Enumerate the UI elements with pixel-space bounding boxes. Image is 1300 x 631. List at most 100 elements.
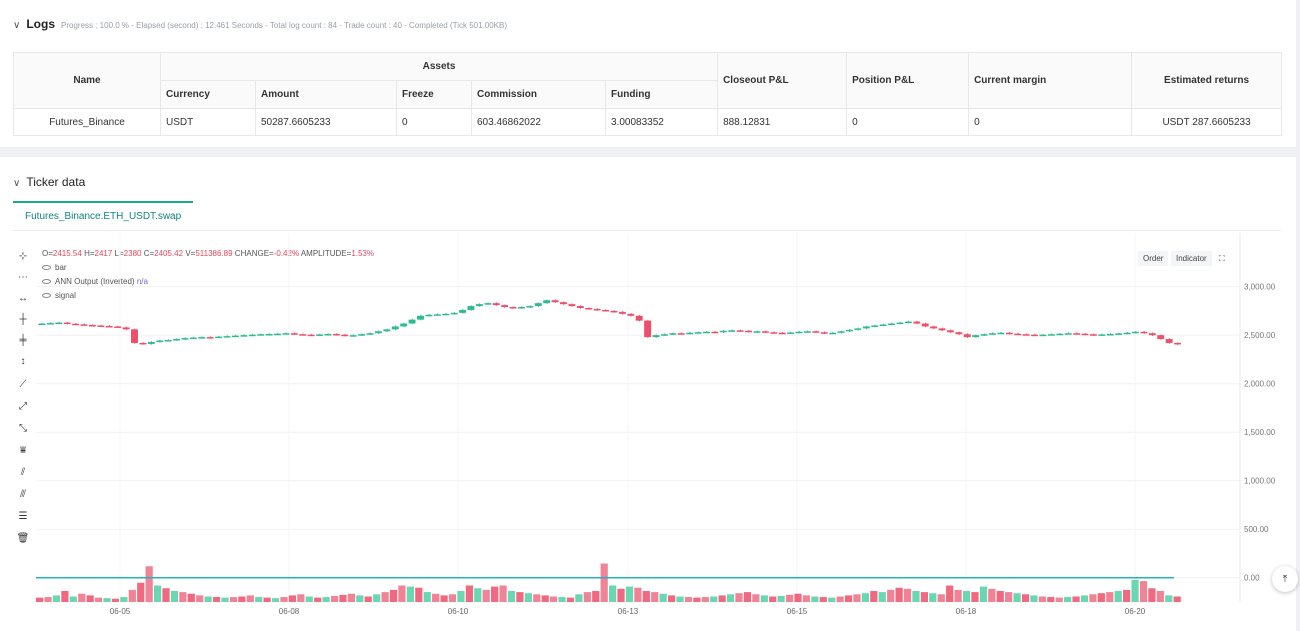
segment-icon[interactable]: ⤡	[19, 422, 27, 434]
candle-body	[1132, 331, 1139, 334]
volume-bar	[828, 597, 836, 602]
volume-bar	[297, 594, 305, 602]
volume-bar	[179, 592, 187, 602]
volume-bar	[625, 586, 634, 602]
eye-icon[interactable]	[42, 293, 51, 299]
indicator-button[interactable]: Indicator	[1171, 251, 1212, 266]
volume-bar	[398, 585, 406, 602]
candle-body	[97, 325, 105, 327]
volume-bar	[465, 585, 473, 602]
volume-bar	[491, 586, 499, 602]
col-funding: Funding	[604, 80, 719, 109]
candle-body	[509, 307, 517, 309]
candle-body	[602, 309, 609, 312]
price-line-icon[interactable]: ⩸	[19, 444, 27, 456]
candle-body	[1064, 333, 1072, 335]
tab-eth-usdt-swap[interactable]: Futures_Binance.ETH_USDT.swap	[13, 201, 193, 230]
volume-bar	[432, 593, 440, 602]
volume-bar	[94, 597, 103, 602]
price-chart[interactable]: 3,000.00 2,500.00 2,000.00 1,500.00 1,000.00…	[0, 157, 1296, 631]
volume-bar	[667, 595, 676, 602]
trash-icon[interactable]: 🗑	[16, 532, 30, 544]
candle-body	[787, 332, 795, 334]
candle-body	[610, 310, 618, 313]
candle-body	[635, 315, 643, 321]
candle-body	[1115, 333, 1123, 335]
col-amount: Amount	[255, 80, 397, 109]
candle-body	[745, 330, 752, 333]
vertical-ray-icon[interactable]: ↕	[20, 355, 26, 367]
volume-bar	[162, 588, 170, 602]
fullscreen-icon[interactable]: ⛶	[1219, 254, 1225, 263]
candle-body	[837, 331, 845, 333]
legend-ann[interactable]: ANN Output (Inverted) n/a	[42, 277, 148, 286]
trend-line-icon[interactable]: ⟋	[19, 378, 27, 390]
horizontal-line-icon[interactable]: ⋯	[18, 271, 28, 283]
candle-body	[913, 321, 921, 324]
logs-header[interactable]: ∨ Logs Progress : 100.0 % - Elapsed (sec…	[13, 17, 507, 31]
legend-bar[interactable]: bar	[42, 263, 67, 272]
y-tick-label: 2,000.00	[1244, 380, 1276, 389]
candle-body	[1073, 333, 1081, 335]
ray-line-icon[interactable]: ⤢	[19, 400, 27, 412]
candle-body	[829, 332, 837, 335]
volume-bar	[802, 595, 811, 602]
candle-body	[930, 326, 938, 329]
volume-bar	[448, 594, 457, 602]
order-button[interactable]: Order	[1138, 251, 1169, 266]
volume-bar	[954, 589, 962, 602]
cell-commission: 603.46862022	[471, 108, 606, 136]
candle-body	[753, 331, 761, 333]
candle-body	[896, 322, 904, 325]
fibonacci-icon[interactable]: ☰	[18, 510, 28, 522]
candle-body	[803, 331, 811, 333]
candle-body	[1174, 342, 1181, 345]
price-channel-icon[interactable]: ⫻	[20, 488, 26, 500]
col-currency: Currency	[160, 80, 256, 109]
candle-body	[728, 330, 736, 332]
x-tick-label: 06-20	[1125, 607, 1146, 616]
x-tick-label: 06-18	[956, 607, 977, 616]
legend-signal[interactable]: signal	[42, 291, 76, 300]
candle-body	[467, 306, 475, 310]
volume-bar	[718, 595, 726, 602]
chevron-down-icon[interactable]: ∨	[13, 178, 21, 189]
volume-bar	[819, 597, 827, 602]
cell-amount: 50287.6605233	[255, 108, 397, 136]
horizontal-ray-icon[interactable]: ↔	[18, 292, 28, 304]
candle-body	[711, 331, 719, 334]
candle-body	[1081, 333, 1089, 336]
vertical-line-icon[interactable]: ┼	[19, 313, 27, 325]
candle-body	[349, 335, 357, 337]
volume-bar	[1064, 597, 1072, 602]
volume-bar	[238, 596, 246, 602]
volume-bar	[609, 585, 617, 602]
volume-bar	[330, 595, 339, 602]
volume-bar	[86, 595, 94, 602]
parallel-lines-icon[interactable]: ⫽	[20, 466, 26, 478]
chevron-down-icon[interactable]: ∨	[13, 20, 21, 31]
volume-bar	[710, 596, 718, 602]
candle-body	[1089, 334, 1097, 336]
candle-body	[568, 304, 576, 307]
candle-body	[627, 313, 635, 316]
volume-bar	[415, 587, 423, 602]
candle-body	[879, 324, 887, 327]
candle-body	[618, 311, 626, 314]
crosshair-icon[interactable]: ⊹	[18, 250, 28, 262]
volume-bar	[255, 597, 263, 602]
candle-body	[660, 334, 668, 336]
y-tick-label: 1,500.00	[1244, 428, 1276, 437]
candle-body	[417, 315, 424, 320]
candle-body	[139, 342, 147, 345]
eye-icon[interactable]	[42, 265, 51, 271]
candle-body	[585, 308, 593, 310]
vertical-segment-icon[interactable]: ╪	[19, 334, 27, 346]
scroll-top-button[interactable]: ⤒	[1272, 566, 1298, 592]
volume-bar	[1047, 597, 1055, 602]
volume-bar	[305, 596, 313, 602]
cell-margin: 0	[968, 108, 1133, 136]
eye-icon[interactable]	[42, 279, 51, 285]
ticker-header[interactable]: ∨ Ticker data	[13, 175, 85, 189]
candle-body	[761, 331, 769, 333]
